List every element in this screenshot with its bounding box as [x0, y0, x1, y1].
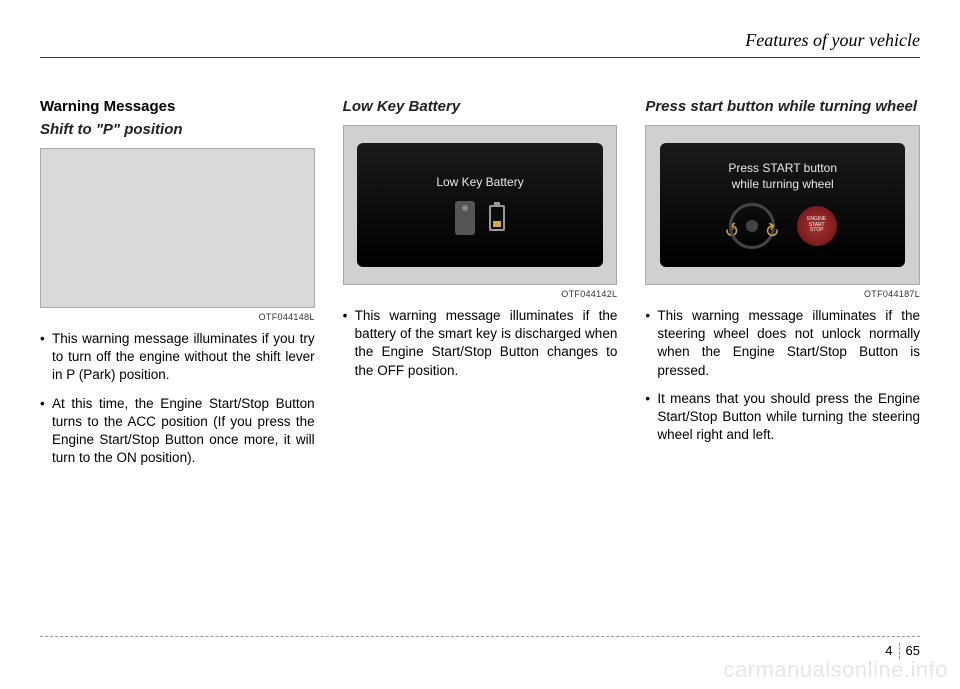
- dash-icons: [455, 201, 505, 235]
- column-2: Low Key Battery Low Key Battery OTF04414…: [343, 98, 618, 478]
- bullet-list: This warning message illuminates if the …: [343, 307, 618, 380]
- bullet-list: This warning message illuminates if you …: [40, 330, 315, 468]
- page-footer: 4 65: [40, 636, 920, 659]
- image-code: OTF044148L: [40, 312, 315, 322]
- warning-messages-heading: Warning Messages: [40, 98, 315, 115]
- chapter-header: Features of your vehicle: [40, 30, 920, 58]
- content-columns: Warning Messages Shift to "P" position O…: [40, 98, 920, 478]
- bullet-item: This warning message illuminates if the …: [343, 307, 618, 380]
- engine-start-stop-icon: ENGINE START STOP: [797, 206, 837, 246]
- battery-icon: [489, 205, 505, 231]
- dash-screen: Low Key Battery: [357, 143, 602, 266]
- bullet-item: At this time, the Engine Start/Stop Butt…: [40, 395, 315, 468]
- column-3: Press start button while turning wheel P…: [645, 98, 920, 478]
- shift-to-p-heading: Shift to "P" position: [40, 121, 315, 138]
- image-code: OTF044187L: [645, 289, 920, 299]
- dash-icons: ↺ ↻ ENGINE START STOP: [729, 203, 837, 249]
- steering-wheel-wrapper: ↺ ↻: [729, 203, 775, 249]
- low-key-battery-image: Low Key Battery: [343, 125, 618, 285]
- bullet-list: This warning message illuminates if the …: [645, 307, 920, 445]
- low-key-battery-heading: Low Key Battery: [343, 98, 618, 115]
- image-code: OTF044142L: [343, 289, 618, 299]
- watermark: carmanualsonline.info: [723, 657, 948, 683]
- bullet-item: This warning message illuminates if you …: [40, 330, 315, 385]
- press-start-image: Press START button while turning wheel ↺…: [645, 125, 920, 285]
- bullet-item: It means that you should press the Engin…: [645, 390, 920, 445]
- bullet-item: This warning message illuminates if the …: [645, 307, 920, 380]
- shift-to-p-image: [40, 148, 315, 308]
- key-icon: [455, 201, 475, 235]
- dash-screen: Press START button while turning wheel ↺…: [660, 143, 905, 266]
- press-start-heading: Press start button while turning wheel: [645, 98, 920, 115]
- dash-text: Low Key Battery: [436, 175, 523, 191]
- column-1: Warning Messages Shift to "P" position O…: [40, 98, 315, 478]
- dash-text: Press START button while turning wheel: [728, 161, 837, 192]
